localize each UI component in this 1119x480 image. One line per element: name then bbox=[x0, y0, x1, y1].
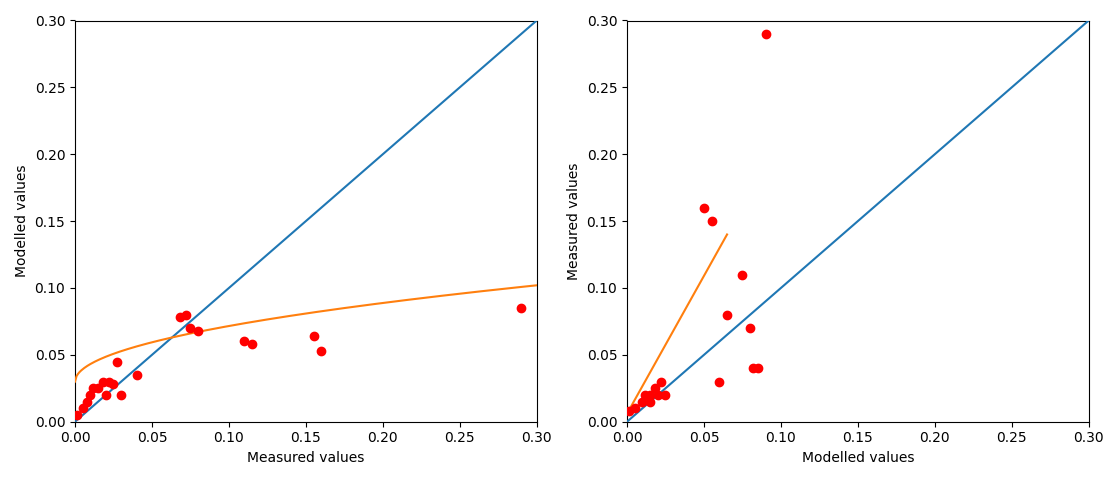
Point bbox=[741, 324, 759, 332]
Point bbox=[171, 313, 189, 321]
Point bbox=[85, 384, 103, 392]
Point bbox=[67, 411, 85, 419]
X-axis label: Measured values: Measured values bbox=[247, 451, 365, 465]
Point bbox=[104, 381, 122, 388]
Point bbox=[74, 405, 92, 412]
Point bbox=[90, 384, 107, 392]
Point bbox=[711, 378, 728, 385]
Point bbox=[82, 391, 100, 399]
Point bbox=[243, 340, 261, 348]
Point bbox=[649, 391, 667, 399]
Point bbox=[100, 378, 117, 385]
Point bbox=[128, 371, 145, 379]
Y-axis label: Modelled values: Modelled values bbox=[15, 165, 29, 277]
Y-axis label: Measured values: Measured values bbox=[567, 162, 581, 280]
Point bbox=[181, 324, 199, 332]
Point bbox=[97, 391, 115, 399]
Point bbox=[189, 327, 207, 335]
Point bbox=[657, 391, 675, 399]
Point bbox=[637, 391, 655, 399]
Point bbox=[756, 30, 774, 38]
Point bbox=[620, 407, 638, 415]
X-axis label: Modelled values: Modelled values bbox=[801, 451, 914, 465]
Point bbox=[646, 384, 664, 392]
Point bbox=[633, 398, 651, 406]
Point bbox=[744, 364, 762, 372]
Point bbox=[703, 217, 721, 225]
Point bbox=[112, 391, 130, 399]
Point bbox=[107, 358, 125, 365]
Point bbox=[749, 364, 767, 372]
Point bbox=[78, 398, 96, 406]
Point bbox=[695, 204, 713, 212]
Point bbox=[312, 347, 330, 355]
Point bbox=[733, 271, 751, 278]
Point bbox=[304, 332, 322, 340]
Point bbox=[626, 405, 643, 412]
Point bbox=[235, 337, 253, 345]
Point bbox=[641, 391, 659, 399]
Point bbox=[513, 304, 530, 312]
Point bbox=[641, 398, 659, 406]
Point bbox=[652, 378, 670, 385]
Point bbox=[718, 311, 736, 319]
Point bbox=[94, 378, 112, 385]
Point bbox=[177, 311, 195, 319]
